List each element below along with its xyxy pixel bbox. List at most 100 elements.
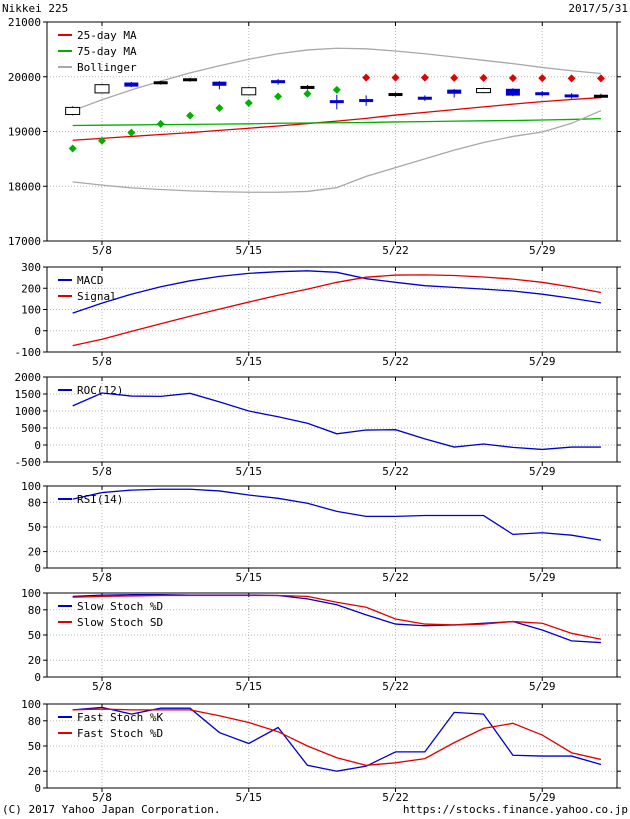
sar-dot [391, 73, 400, 82]
copyright-notice: (C) 2017 Yahoo Japan Corporation. [2, 803, 221, 816]
legend-label: MACD [77, 274, 104, 287]
y-tick-label: 0 [34, 325, 41, 338]
x-tick-label: 5/8 [92, 355, 112, 368]
legend-label: Signal [77, 290, 117, 303]
y-tick-label: 0 [34, 671, 41, 684]
y-tick-label: 1000 [15, 405, 42, 418]
legend-label: RSI(14) [77, 493, 123, 506]
x-tick-label: 5/29 [529, 355, 556, 368]
x-tick-label: 5/22 [382, 791, 409, 804]
y-tick-label: 20000 [8, 71, 41, 84]
series-fast-stoch-k [72, 706, 602, 772]
sar-dot [68, 144, 77, 153]
candle-body-doji [564, 94, 579, 98]
y-tick-label: 100 [21, 587, 41, 600]
sar-dot [538, 74, 547, 83]
legend-label: Fast Stoch %K [77, 711, 163, 724]
candle-body-doji [183, 78, 198, 82]
x-tick-label: 5/8 [92, 244, 112, 257]
x-tick-label: 5/29 [529, 791, 556, 804]
y-tick-label: 0 [34, 782, 41, 795]
sar-dot [420, 73, 429, 82]
y-tick-label: 17000 [8, 235, 41, 248]
x-tick-label: 5/29 [529, 680, 556, 693]
x-tick-label: 5/8 [92, 680, 112, 693]
series-roc-12 [72, 392, 601, 451]
panel-border-roc [46, 376, 618, 463]
candle-body-doji [271, 80, 286, 84]
y-tick-label: 50 [28, 521, 41, 534]
sar-dot [186, 111, 195, 120]
candle-body-doji [535, 92, 550, 96]
x-tick-label: 5/15 [236, 571, 263, 584]
sar-dot [596, 74, 605, 83]
candle-body-doji [388, 93, 403, 97]
series-macd [72, 270, 602, 314]
x-tick-label: 5/22 [382, 571, 409, 584]
y-tick-label: -100 [15, 346, 42, 359]
source-url: https://stocks.finance.yahoo.co.jp [402, 803, 628, 816]
sar-dot [362, 73, 371, 82]
y-tick-label: 50 [28, 629, 41, 642]
x-tick-label: 5/15 [236, 244, 263, 257]
sar-dot [127, 128, 136, 137]
legend-label: 25-day MA [77, 29, 137, 42]
y-tick-label: 50 [28, 740, 41, 753]
y-tick-label: 100 [21, 480, 41, 493]
x-tick-label: 5/15 [236, 791, 263, 804]
candle-body-down [505, 88, 520, 96]
candle-body-doji [359, 99, 374, 103]
candle-body-up [94, 84, 110, 94]
series-25-day-ma [72, 96, 601, 141]
legend-label: ROC(12) [77, 384, 123, 397]
y-tick-label: 80 [28, 496, 41, 509]
sar-dot [215, 103, 224, 112]
sar-dot [567, 74, 576, 83]
y-tick-label: 80 [28, 604, 41, 617]
candle-body-doji [153, 81, 168, 85]
y-tick-label: 80 [28, 715, 41, 728]
candle-body-up [241, 87, 257, 96]
series-75-day-ma [72, 117, 601, 127]
y-tick-label: 300 [21, 261, 41, 274]
x-tick-label: 5/22 [382, 355, 409, 368]
candle-body-doji [593, 94, 608, 98]
candle-body-down [417, 96, 432, 100]
sar-dot [450, 73, 459, 82]
sar-dot [479, 73, 488, 82]
y-tick-label: 0 [34, 439, 41, 452]
y-tick-label: 100 [21, 304, 41, 317]
x-tick-label: 5/29 [529, 465, 556, 478]
y-tick-label: 20 [28, 654, 41, 667]
series-fast-stoch-d [72, 708, 602, 766]
sar-dot [332, 85, 341, 94]
candle-body-doji [300, 85, 315, 89]
sar-dot [244, 99, 253, 108]
series-bollinger-lower [72, 110, 602, 193]
candle-body-down [212, 81, 227, 86]
x-tick-label: 5/22 [382, 465, 409, 478]
candle-body-doji [329, 100, 344, 104]
candle-body-up [476, 88, 492, 94]
y-tick-label: 20 [28, 546, 41, 559]
y-tick-label: 21000 [8, 16, 41, 29]
sar-dot [508, 74, 517, 83]
y-tick-label: 500 [21, 422, 41, 435]
x-tick-label: 5/8 [92, 791, 112, 804]
x-tick-label: 5/15 [236, 355, 263, 368]
y-tick-label: 20 [28, 765, 41, 778]
y-tick-label: 2000 [15, 371, 42, 384]
x-tick-label: 5/15 [236, 680, 263, 693]
candle-body-down [447, 89, 462, 94]
sar-dot [274, 92, 283, 101]
y-tick-label: 0 [34, 562, 41, 575]
y-tick-label: 19000 [8, 126, 41, 139]
series-signal [72, 274, 602, 347]
candle-body-up [65, 106, 81, 116]
y-tick-label: 18000 [8, 180, 41, 193]
series-slow-stoch-sd [72, 594, 602, 640]
chart-date: 2017/5/31 [568, 2, 628, 15]
x-tick-label: 5/8 [92, 571, 112, 584]
legend-label: Slow Stoch SD [77, 616, 163, 629]
